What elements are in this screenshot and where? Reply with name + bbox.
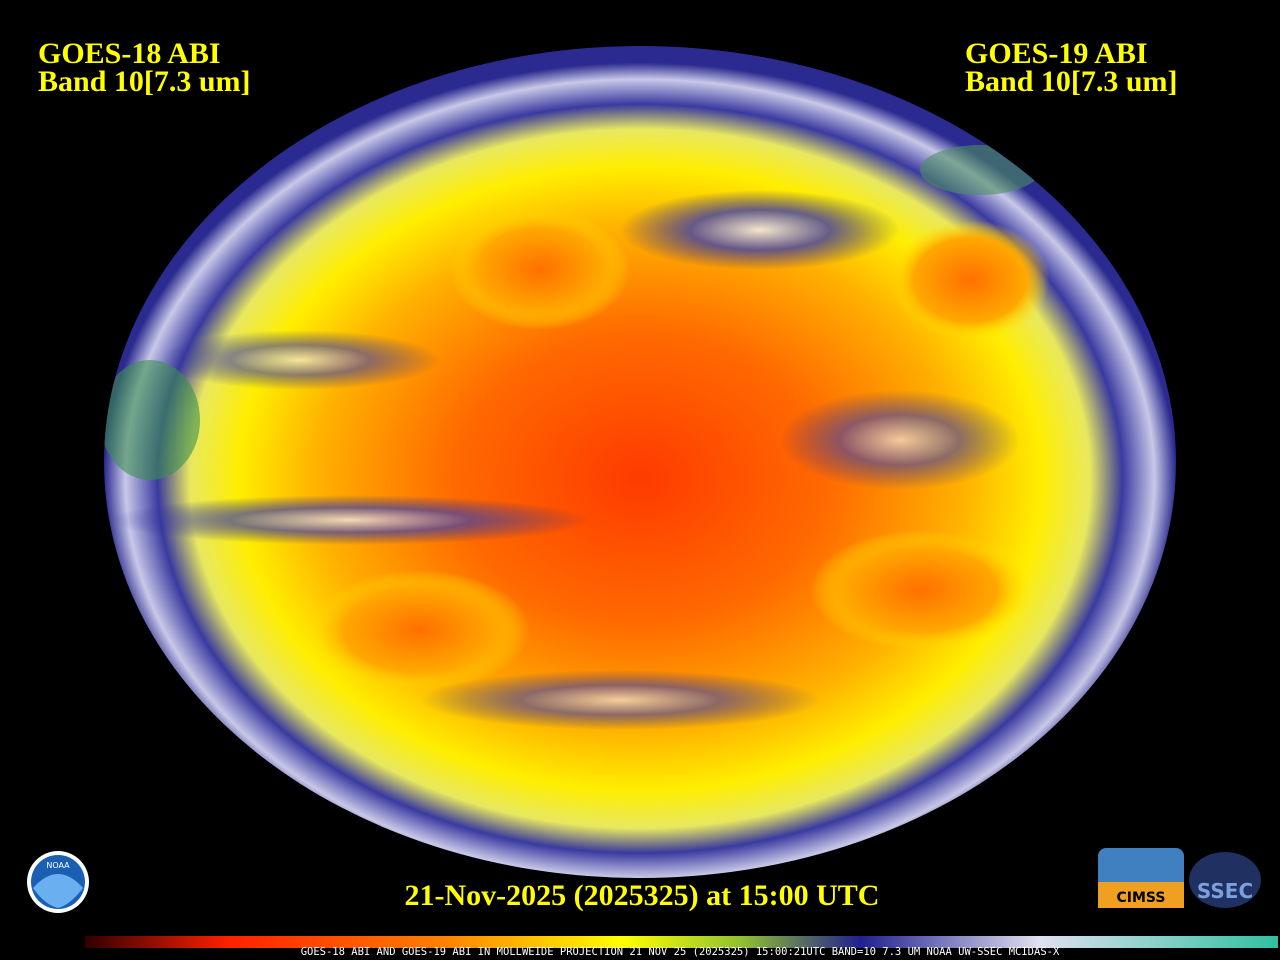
ssec-logo: SSEC	[1189, 852, 1261, 908]
color-bar	[85, 936, 1278, 948]
footer-caption: GOES-18 ABI AND GOES-19 ABI IN MOLLWEIDE…	[301, 946, 1060, 958]
noaa-logo: NOAA	[27, 851, 89, 913]
left-band: Band 10[7.3 um]	[38, 65, 251, 98]
weather-features	[104, 145, 1050, 730]
cimss-text: CIMSS	[1117, 890, 1166, 906]
noaa-text: NOAA	[46, 861, 70, 870]
ssec-text: SSEC	[1197, 879, 1253, 903]
right-title: GOES-19 ABI	[965, 37, 1148, 70]
right-band: Band 10[7.3 um]	[965, 65, 1178, 98]
cimss-logo: CIMSS	[1098, 848, 1184, 908]
timestamp: 21-Nov-2025 (2025325) at 15:00 UTC	[405, 879, 880, 912]
left-title: GOES-18 ABI	[38, 37, 221, 70]
